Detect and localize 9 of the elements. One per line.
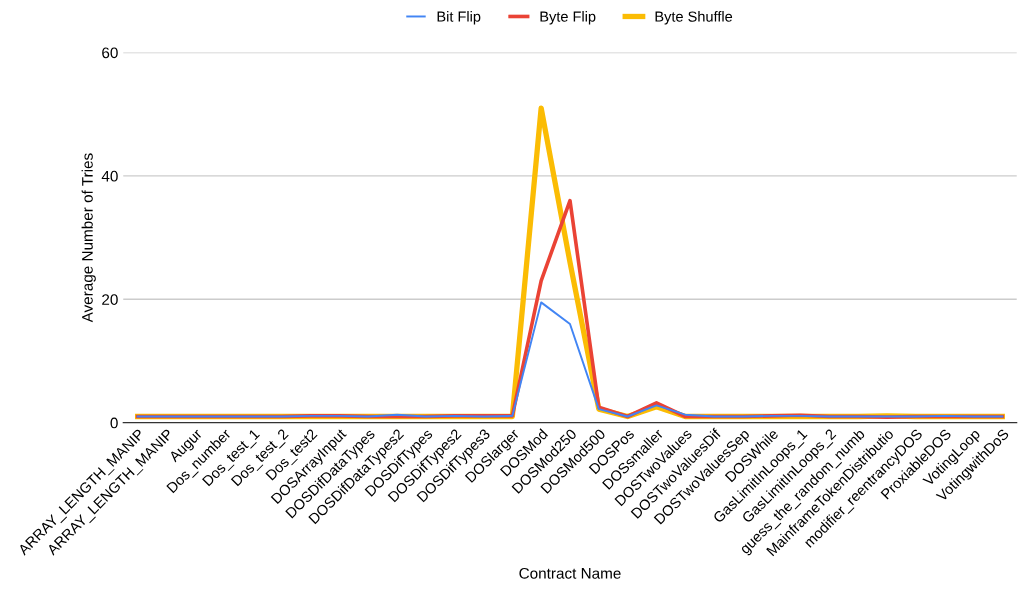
y-tick-label: 40 bbox=[101, 170, 118, 182]
y-tick-label: 0 bbox=[110, 417, 118, 429]
legend-label: Byte Flip bbox=[540, 11, 596, 25]
x-axis-title: Contract Name bbox=[519, 567, 621, 579]
y-axis-title: Average Number of Tries bbox=[81, 153, 96, 323]
legend-label: Byte Shuffle bbox=[655, 11, 733, 25]
legend-label: Bit Flip bbox=[437, 11, 481, 25]
y-tick-label: 60 bbox=[102, 47, 118, 59]
y-tick-label: 20 bbox=[102, 294, 118, 305]
